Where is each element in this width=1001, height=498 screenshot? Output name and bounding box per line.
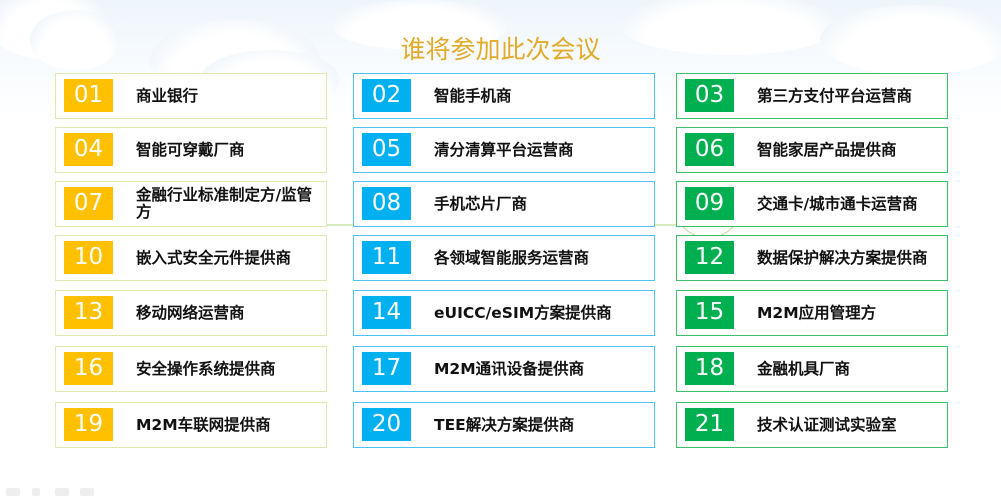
item-number: 12 <box>685 241 734 274</box>
item-label: 各领域智能服务运营商 <box>434 248 590 267</box>
item-label: TEE解决方案提供商 <box>434 415 575 434</box>
participant-card: 09 交通卡/城市通卡运营商 <box>676 181 948 227</box>
item-number: 09 <box>685 187 734 220</box>
item-number: 15 <box>685 296 734 329</box>
item-number: 06 <box>685 133 734 166</box>
item-label: 移动网络运营商 <box>136 303 245 322</box>
item-number: 10 <box>64 241 113 274</box>
participant-card: 07 金融行业标准制定方/监管方 <box>55 181 327 227</box>
cloud <box>30 10 120 70</box>
item-label: 智能可穿戴厂商 <box>136 140 245 159</box>
menu-icon[interactable] <box>55 488 69 496</box>
item-number: 17 <box>362 352 411 385</box>
participant-card: 04 智能可穿戴厂商 <box>55 127 327 173</box>
item-label: eUICC/eSIM方案提供商 <box>434 303 612 322</box>
item-label: 数据保护解决方案提供商 <box>757 248 928 267</box>
participant-card: 15 M2M应用管理方 <box>676 290 948 336</box>
participant-card: 10 嵌入式安全元件提供商 <box>55 235 327 281</box>
item-number: 11 <box>362 241 411 274</box>
participant-card: 12 数据保护解决方案提供商 <box>676 235 948 281</box>
participant-card: 11 各领域智能服务运营商 <box>353 235 655 281</box>
page-title: 谁将参加此次会议 <box>400 35 601 64</box>
item-label: 手机芯片厂商 <box>434 194 528 213</box>
arrow-right-icon[interactable] <box>80 488 94 496</box>
item-number: 16 <box>64 352 113 385</box>
participant-card: 21 技术认证测试实验室 <box>676 402 948 448</box>
item-label: 嵌入式安全元件提供商 <box>136 248 292 267</box>
item-number: 20 <box>362 408 411 441</box>
item-label: 金融机具厂商 <box>757 359 851 378</box>
item-number: 01 <box>64 79 113 112</box>
participant-card: 02 智能手机商 <box>353 73 655 119</box>
cloud <box>620 0 840 55</box>
item-label: 智能手机商 <box>434 86 512 105</box>
participant-card: 05 清分清算平台运营商 <box>353 127 655 173</box>
participant-card: 14 eUICC/eSIM方案提供商 <box>353 290 655 336</box>
participant-card: 13 移动网络运营商 <box>55 290 327 336</box>
participant-card: 03 第三方支付平台运营商 <box>676 73 948 119</box>
participant-card: 19 M2M车联网提供商 <box>55 402 327 448</box>
participant-card: 20 TEE解决方案提供商 <box>353 402 655 448</box>
item-label: M2M车联网提供商 <box>136 415 271 434</box>
item-number: 13 <box>64 296 113 329</box>
item-number: 04 <box>64 133 113 166</box>
participant-card: 18 金融机具厂商 <box>676 346 948 392</box>
item-number: 03 <box>685 79 734 112</box>
pen-icon[interactable] <box>32 488 40 496</box>
arrow-left-icon[interactable] <box>6 488 20 496</box>
item-label: 智能家居产品提供商 <box>757 140 897 159</box>
item-number: 05 <box>362 133 411 166</box>
item-label: 金融行业标准制定方/监管方 <box>136 186 313 221</box>
item-number: 08 <box>362 187 411 220</box>
participant-card: 16 安全操作系统提供商 <box>55 346 327 392</box>
item-label: 清分清算平台运营商 <box>434 140 574 159</box>
participant-card: 01 商业银行 <box>55 73 327 119</box>
item-number: 14 <box>362 296 411 329</box>
item-number: 07 <box>64 187 113 220</box>
participant-card: 08 手机芯片厂商 <box>353 181 655 227</box>
item-label: 安全操作系统提供商 <box>136 359 276 378</box>
item-label: M2M通讯设备提供商 <box>434 359 585 378</box>
item-number: 19 <box>64 408 113 441</box>
item-label: 技术认证测试实验室 <box>757 415 897 434</box>
item-number: 02 <box>362 79 411 112</box>
cloud <box>820 5 1001 75</box>
item-label: 商业银行 <box>136 86 199 105</box>
participant-card: 17 M2M通讯设备提供商 <box>353 346 655 392</box>
item-number: 21 <box>685 408 734 441</box>
item-label: M2M应用管理方 <box>757 303 877 322</box>
participant-card: 06 智能家居产品提供商 <box>676 127 948 173</box>
item-label: 交通卡/城市通卡运营商 <box>757 194 918 213</box>
cloud <box>330 0 510 50</box>
item-label: 第三方支付平台运营商 <box>757 86 913 105</box>
item-number: 18 <box>685 352 734 385</box>
